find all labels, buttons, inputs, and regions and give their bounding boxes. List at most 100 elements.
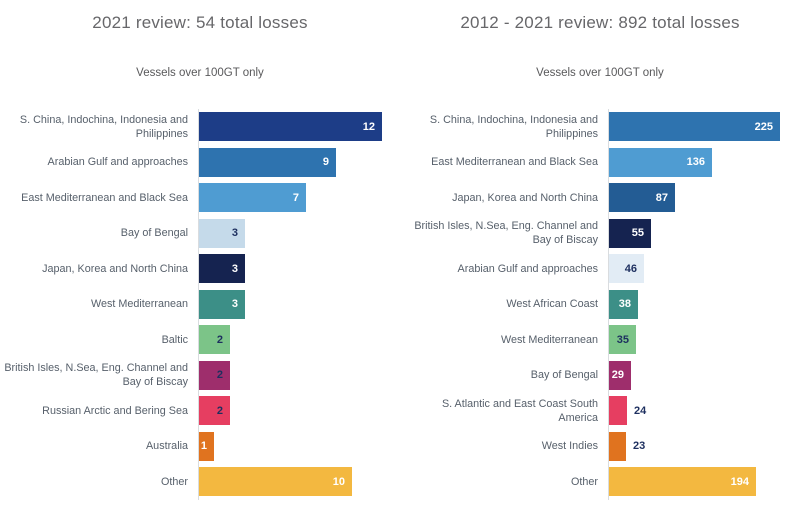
chart-subtitle: Vessels over 100GT only [536, 67, 664, 79]
bar-row: Japan, Korea and North China 3 [0, 251, 400, 287]
value-label: 55 [631, 227, 644, 240]
value-label: 7 [292, 191, 299, 204]
category-label: Australia [145, 440, 188, 453]
bar-track: 38 [608, 286, 800, 322]
bar-track: 2 [198, 357, 400, 393]
bar-row: Arabian Gulf and approaches 46 [400, 251, 800, 287]
category-label: Baltic [161, 333, 188, 346]
bar-row: West Mediterranean 3 [0, 286, 400, 322]
bar: 9 [199, 147, 336, 177]
bar-rows: S. China, Indochina, Indonesia and Phili… [400, 109, 800, 500]
bar: 2 [199, 396, 230, 426]
bar-row: West African Coast 38 [400, 286, 800, 322]
bar: 2 [199, 360, 230, 390]
bar-row: West Mediterranean 35 [400, 322, 800, 358]
bar: 12 [199, 112, 382, 142]
chart-title: 2012 - 2021 review: 892 total losses [460, 13, 740, 32]
value-label: 2 [216, 369, 223, 382]
bar: 7 [199, 183, 306, 213]
category-label: British Isles, N.Sea, Eng. Channel and B… [414, 220, 598, 247]
bar-row: Baltic 2 [0, 322, 400, 358]
value-label: 24 [634, 404, 647, 417]
value-label: 35 [616, 333, 629, 346]
bar-row: Other 10 [0, 464, 400, 500]
category-label: Japan, Korea and North China [452, 191, 598, 204]
category-label: Other [570, 475, 598, 488]
value-label: 1 [200, 440, 207, 453]
category-label: Japan, Korea and North China [42, 262, 188, 275]
bar: 87 [609, 183, 675, 213]
category-label: S. Atlantic and East Coast South America [441, 397, 598, 424]
value-label: 46 [624, 262, 637, 275]
bar-track: 225 [608, 109, 800, 145]
bar-track: 55 [608, 215, 800, 251]
bar-row: Arabian Gulf and approaches 9 [0, 144, 400, 180]
bar-row: West Indies 23 [400, 428, 800, 464]
bar-track: 2 [198, 322, 400, 358]
category-label: Bay of Bengal [120, 227, 188, 240]
category-label: Other [160, 475, 188, 488]
bar-row: Bay of Bengal 3 [0, 215, 400, 251]
bar-track: 46 [608, 251, 800, 287]
bar: 10 [199, 467, 352, 497]
bar-row: East Mediterranean and Black Sea 7 [0, 180, 400, 216]
bar: 3 [199, 289, 245, 319]
bar: 55 [609, 218, 651, 248]
bar: 136 [609, 147, 712, 177]
category-label: S. China, Indochina, Indonesia and Phili… [429, 113, 598, 140]
bar: 2 [199, 325, 230, 355]
bar-row: British Isles, N.Sea, Eng. Channel and B… [0, 357, 400, 393]
bar-track: 194 [608, 464, 800, 500]
value-label: 194 [730, 475, 749, 488]
category-label: West African Coast [506, 298, 598, 311]
category-label: Russian Arctic and Bering Sea [42, 404, 188, 417]
category-label: Arabian Gulf and approaches [457, 262, 598, 275]
bar: 29 [609, 360, 631, 390]
value-label: 3 [231, 227, 238, 240]
bar-track: 10 [198, 464, 400, 500]
bar [609, 396, 627, 426]
bar-track: 35 [608, 322, 800, 358]
chart-title: 2021 review: 54 total losses [92, 13, 308, 32]
bar-row: Australia 1 [0, 428, 400, 464]
bar: 3 [199, 218, 245, 248]
value-label: 9 [322, 156, 329, 169]
chart-2012-2021-losses: 2012 - 2021 review: 892 total losses Ves… [400, 0, 800, 522]
bar-track: 7 [198, 180, 400, 216]
category-label: West Indies [541, 440, 598, 453]
value-label: 225 [754, 120, 773, 133]
bar-track: 3 [198, 215, 400, 251]
value-label: 10 [332, 475, 345, 488]
bar-rows: S. China, Indochina, Indonesia and Phili… [0, 109, 400, 500]
bar-row: British Isles, N.Sea, Eng. Channel and B… [400, 215, 800, 251]
category-label: East Mediterranean and Black Sea [21, 191, 188, 204]
bar-row: S. Atlantic and East Coast South America… [400, 393, 800, 429]
bar-track: 2 [198, 393, 400, 429]
value-label: 38 [618, 298, 631, 311]
bar-track: 29 [608, 357, 800, 393]
value-label: 3 [231, 298, 238, 311]
bar: 1 [199, 431, 214, 461]
category-label: Bay of Bengal [530, 369, 598, 382]
category-label: West Mediterranean [90, 298, 188, 311]
chart-subtitle: Vessels over 100GT only [136, 67, 264, 79]
category-label: West Mediterranean [500, 333, 598, 346]
value-label: 29 [611, 369, 624, 382]
bar-row: Russian Arctic and Bering Sea 2 [0, 393, 400, 429]
value-label: 87 [655, 191, 668, 204]
bar-row: S. China, Indochina, Indonesia and Phili… [400, 109, 800, 145]
bar: 46 [609, 254, 644, 284]
bar-track: 87 [608, 180, 800, 216]
bar: 3 [199, 254, 245, 284]
bar [609, 431, 626, 461]
bar: 225 [609, 112, 780, 142]
bar-track: 1 [198, 428, 400, 464]
bar-row: Japan, Korea and North China 87 [400, 180, 800, 216]
bar-track: 3 [198, 286, 400, 322]
bar-row: Other 194 [400, 464, 800, 500]
bar: 38 [609, 289, 638, 319]
bar-track: 12 [198, 109, 400, 145]
bar-track: 23 [608, 428, 800, 464]
value-label: 2 [216, 404, 223, 417]
bar: 35 [609, 325, 636, 355]
